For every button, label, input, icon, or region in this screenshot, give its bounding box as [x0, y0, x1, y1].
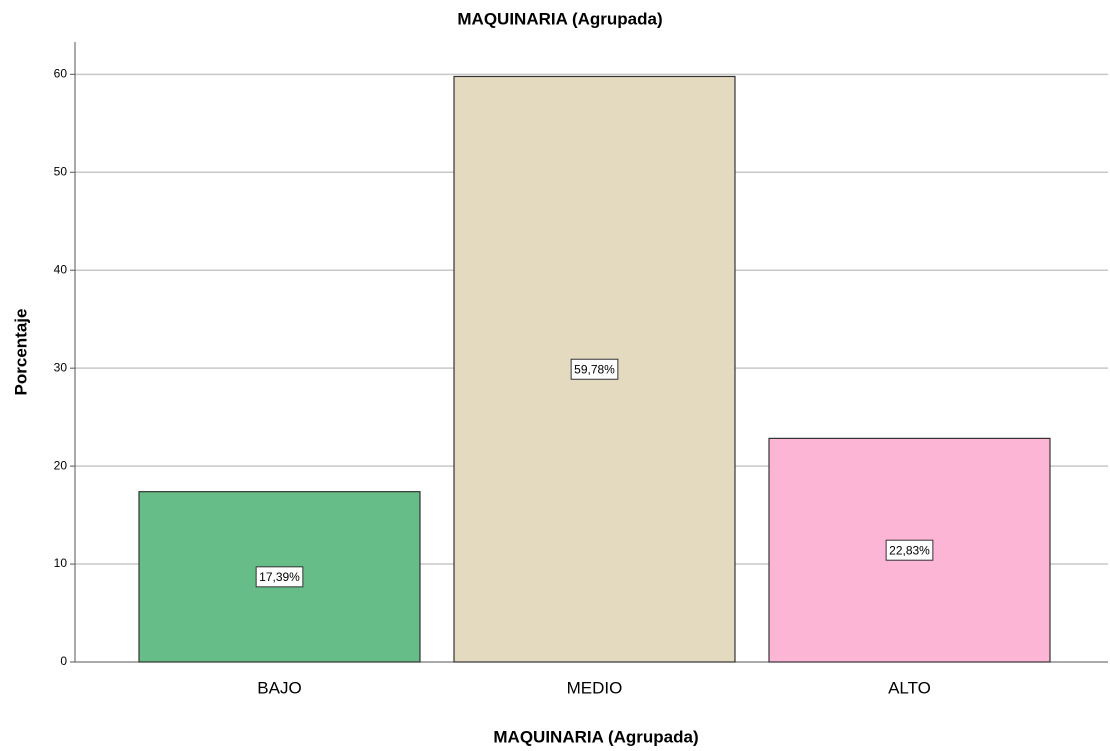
value-label: 17,39% [259, 570, 300, 584]
y-tick-label: 0 [60, 654, 67, 668]
value-label-box [570, 358, 619, 380]
y-tick-label: 40 [54, 262, 68, 276]
y-tick-label: 30 [54, 360, 68, 374]
value-label-box [255, 566, 304, 588]
y-tick-label: 10 [54, 556, 68, 570]
value-label: 59,78% [574, 362, 615, 376]
x-tick-label: MEDIO [567, 678, 623, 697]
y-axis-label: Porcentaje [11, 309, 30, 396]
value-label-box [885, 539, 934, 561]
y-tick-label: 60 [54, 66, 68, 80]
y-tick-label: 20 [54, 458, 68, 472]
y-tick-label: 50 [54, 164, 68, 178]
x-axis-label: MAQUINARIA (Agrupada) [493, 727, 698, 746]
chart-title: MAQUINARIA (Agrupada) [457, 9, 662, 28]
value-label: 22,83% [889, 543, 930, 557]
x-tick-label: ALTO [888, 678, 931, 697]
x-tick-label: BAJO [257, 678, 301, 697]
